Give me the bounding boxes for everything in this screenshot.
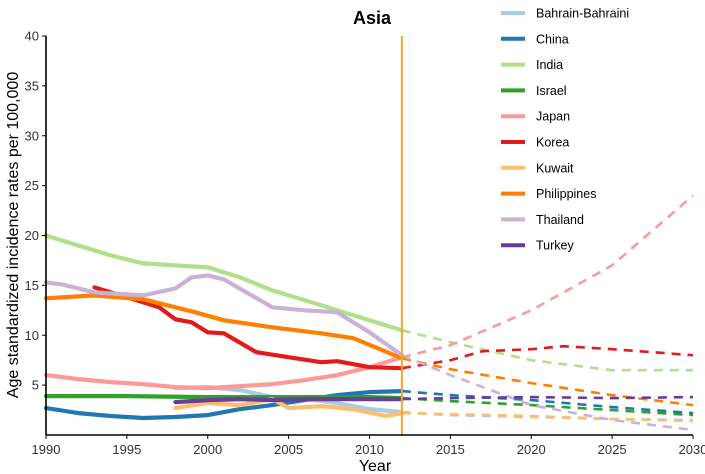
plot-area: 1990 1995 2000 2005 2010 2015 2020 2025 2030 510… (25, 29, 705, 458)
series-china-observed (43, 389, 404, 421)
legend-label-japan: Japan (536, 110, 570, 124)
series-korea-observed (92, 285, 404, 371)
series-kuwait-projected (401, 411, 694, 423)
y-tick-label: 20 (25, 228, 39, 243)
y-axis-title: Age standardized incidence rates per 100… (5, 72, 22, 399)
x-tick-label: 2015 (436, 442, 465, 457)
y-tick-label: 30 (25, 128, 39, 143)
series-korea-projected (401, 344, 694, 370)
y-tick-label: 5 (32, 378, 39, 393)
series-layer (43, 194, 694, 432)
series-turkey-observed (173, 397, 404, 405)
series-turkey-projected (401, 395, 694, 401)
x-axis-ticks: 1990 1995 2000 2005 2010 2015 2020 2025 2030 (32, 435, 705, 457)
series-thailand-projected (401, 353, 694, 432)
series-israel-projected (401, 396, 694, 417)
series-philippines-projected (401, 356, 694, 407)
legend-label-bahrain-bahraini: Bahrain-Bahraini (536, 7, 629, 21)
series-kuwait-observed (173, 397, 404, 419)
y-tick-label: 10 (25, 328, 39, 343)
x-tick-label: 2010 (355, 442, 384, 457)
series-india-observed (43, 233, 404, 333)
series-japan-observed (43, 355, 404, 391)
legend-label-china: China (536, 32, 569, 46)
x-tick-label: 1990 (32, 442, 61, 457)
x-tick-label: 2030 (679, 442, 705, 457)
legend: Bahrain-Bahraini China India Israel Japan Kor… (501, 7, 629, 253)
y-tick-label: 40 (25, 29, 39, 44)
legend-label-thailand: Thailand (536, 213, 584, 227)
y-tick-label: 25 (25, 178, 39, 193)
series-japan-projected (401, 194, 694, 359)
y-tick-label: 35 (25, 78, 39, 93)
x-axis-title: Year (359, 458, 392, 474)
x-tick-label: 2025 (598, 442, 627, 457)
legend-label-kuwait: Kuwait (536, 161, 574, 175)
x-tick-label: 1995 (112, 442, 141, 457)
series-india-projected (401, 329, 693, 372)
legend-label-turkey: Turkey (536, 239, 574, 253)
legend-label-israel: Israel (536, 84, 567, 98)
x-tick-label: 2020 (517, 442, 546, 457)
y-tick-label: 15 (25, 278, 39, 293)
legend-label-korea: Korea (536, 136, 569, 150)
series-philippines-observed (43, 293, 404, 361)
y-axis-ticks: 5 10 15 20 25 30 35 40 (25, 29, 46, 393)
legend-label-india: India (536, 58, 563, 72)
series-thailand-observed (43, 273, 404, 358)
x-tick-label: 2000 (193, 442, 222, 457)
x-tick-label: 2005 (274, 442, 303, 457)
chart-title: Asia (353, 8, 392, 28)
legend-label-philippines: Philippines (536, 187, 596, 201)
series-china-projected (401, 389, 694, 415)
